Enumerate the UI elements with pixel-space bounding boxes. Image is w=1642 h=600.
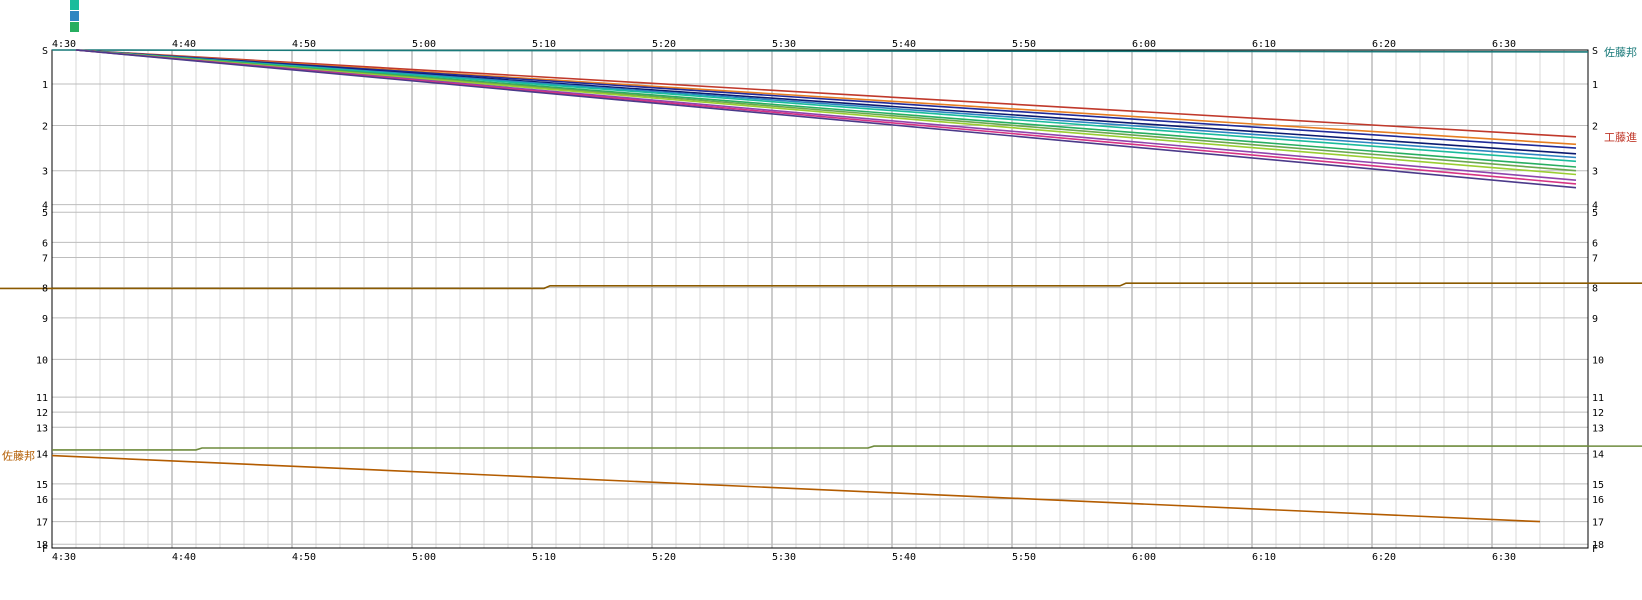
- y-tick-label: 2: [42, 121, 48, 132]
- x-tick-label: 5:00: [412, 552, 436, 563]
- x-tick-label: 6:30: [1492, 552, 1516, 563]
- train-name-label: 佐藤邦: [2, 449, 35, 463]
- y-tick-label: 1: [42, 80, 48, 91]
- major-gridlines: [51, 50, 1493, 548]
- y-tick-label: 14: [1592, 450, 1604, 461]
- train-line: [75, 49, 1577, 176]
- y-tick-label: 17: [1592, 518, 1604, 529]
- x-tick-label: 5:40: [892, 552, 916, 563]
- y-tick-label: 10: [36, 355, 48, 366]
- y-tick-label: 9: [42, 314, 48, 325]
- x-tick-label: 5:50: [1012, 552, 1036, 563]
- y-tick-label: 4: [1592, 201, 1598, 212]
- y-tick-label: 12: [1592, 408, 1604, 419]
- top-legend-swatches: [70, 0, 80, 33]
- y-tick-label: F: [1592, 544, 1598, 555]
- x-tick-label: 5:30: [772, 39, 796, 50]
- train-line: [75, 49, 1577, 138]
- train-line: [75, 49, 1577, 149]
- x-tick-label: 4:50: [292, 39, 316, 50]
- y-tick-label: F: [42, 544, 48, 555]
- y-tick-label: 7: [1592, 254, 1598, 265]
- x-tick-label: 5:40: [892, 39, 916, 50]
- x-tick-label: 6:20: [1372, 552, 1396, 563]
- x-tick-label: 5:30: [772, 552, 796, 563]
- y-tick-label: 2: [1592, 121, 1598, 132]
- x-tick-label: 4:50: [292, 552, 316, 563]
- y-tick-label: 15: [36, 480, 48, 491]
- x-tick-label: 4:30: [52, 552, 76, 563]
- y-tick-label: 3: [1592, 167, 1598, 178]
- x-tick-label: 5:50: [1012, 39, 1036, 50]
- train-line: [75, 49, 1577, 189]
- x-tick-label: 6:30: [1492, 39, 1516, 50]
- x-tick-label: 4:40: [172, 552, 196, 563]
- x-tick-label: 4:30: [52, 39, 76, 50]
- y-tick-label: 7: [42, 254, 48, 265]
- legend-swatch: [70, 0, 79, 10]
- y-tick-label: 3: [42, 167, 48, 178]
- x-tick-label: 5:20: [652, 39, 676, 50]
- y-tick-label: 16: [36, 495, 48, 506]
- x-tick-label: 6:00: [1132, 552, 1156, 563]
- y-tick-label: 8: [1592, 284, 1598, 295]
- train-name-label: 佐藤邦: [1604, 45, 1637, 59]
- y-tick-label: 10: [1592, 355, 1604, 366]
- y-tick-label: 17: [36, 518, 48, 529]
- x-tick-labels-top: 4:30 4:40 4:50 5:00 5:10 5:20 5:30 5:40 5:50 6:00…: [52, 39, 1516, 50]
- train-line: [51, 49, 1589, 53]
- x-tick-label: 6:20: [1372, 39, 1396, 50]
- y-tick-label: 18: [1592, 540, 1604, 551]
- y-tick-label: 15: [1592, 480, 1604, 491]
- y-tick-label: 6: [1592, 238, 1598, 249]
- x-tick-labels-bottom: 4:30 4:40 4:50 5:00 5:10 5:20 5:30 5:40 5:50 6:00…: [52, 552, 1516, 563]
- train-line: [75, 49, 1577, 163]
- x-tick-label: 5:10: [532, 39, 556, 50]
- x-tick-label: 6:10: [1252, 39, 1276, 50]
- train-line: [52, 282, 1588, 290]
- y-tick-label: 8: [42, 284, 48, 295]
- y-tick-label: 13: [1592, 423, 1604, 434]
- y-tick-label: S: [42, 46, 48, 57]
- y-tick-label: 5: [42, 208, 48, 219]
- y-tick-label: 14: [36, 450, 48, 461]
- series-layer: [0, 49, 1642, 523]
- y-tick-label: 6: [42, 238, 48, 249]
- y-tick-label: 1: [1592, 80, 1598, 91]
- legend-swatch: [70, 22, 79, 32]
- y-tick-label: 11: [1592, 393, 1604, 404]
- train-line: [52, 445, 1588, 451]
- y-tick-label: 5: [1592, 208, 1598, 219]
- x-tick-label: 5:20: [652, 552, 676, 563]
- x-tick-label: 4:40: [172, 39, 196, 50]
- x-tick-label: 5:10: [532, 552, 556, 563]
- y-tick-label: 9: [1592, 314, 1598, 325]
- y-tick-label: 13: [36, 423, 48, 434]
- x-tick-label: 6:10: [1252, 552, 1276, 563]
- train-line: [51, 454, 1541, 523]
- x-tick-label: 6:00: [1132, 39, 1156, 50]
- y-tick-label: S: [1592, 46, 1598, 57]
- y-tick-label: 18: [36, 540, 48, 551]
- y-tick-label: 12: [36, 408, 48, 419]
- x-tick-label: 5:00: [412, 39, 436, 50]
- y-tick-label: 4: [42, 201, 48, 212]
- y-tick-label: 11: [36, 393, 48, 404]
- train-name-label: 工藤進: [1604, 131, 1637, 144]
- y-tick-label: 16: [1592, 495, 1604, 506]
- plot-frame: [51, 49, 1589, 549]
- legend-swatch: [70, 11, 79, 21]
